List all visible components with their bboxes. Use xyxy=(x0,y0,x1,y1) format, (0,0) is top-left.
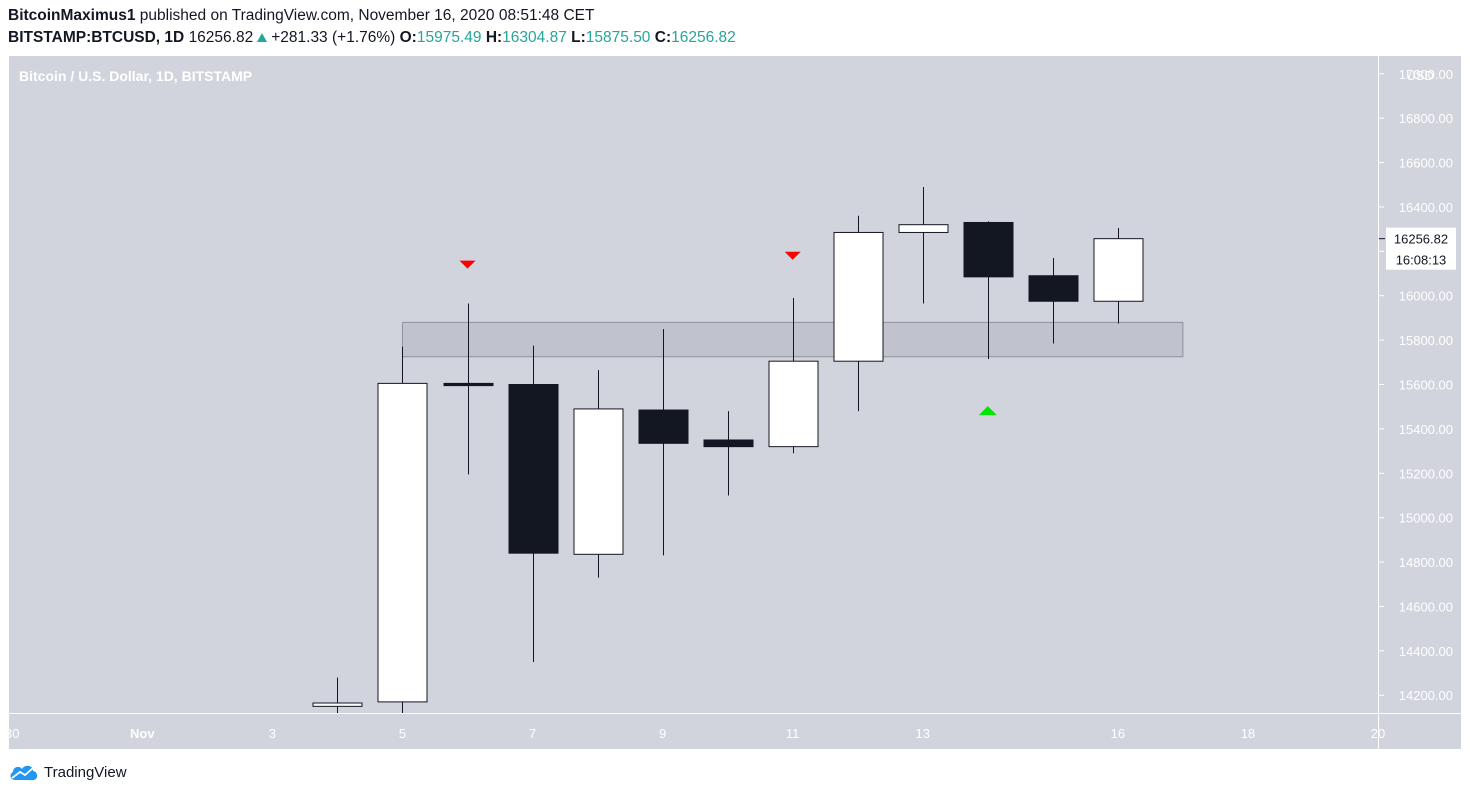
candle[interactable] xyxy=(573,370,624,578)
open-label: O: xyxy=(399,29,417,46)
support-resistance-zone[interactable] xyxy=(401,321,1184,358)
arrow-up-icon xyxy=(257,32,268,42)
candle-body xyxy=(963,221,1014,278)
sell-signal-marker[interactable] xyxy=(459,260,476,269)
x-tick-label: 18 xyxy=(1241,726,1255,741)
tradingview-cloud-icon xyxy=(10,765,38,780)
chart-title: Bitcoin / U.S. Dollar, 1D, BITSTAMP xyxy=(19,68,252,84)
plot-area[interactable] xyxy=(9,56,1378,713)
price-axis[interactable] xyxy=(1379,56,1461,713)
y-tick-label: 16600.00 xyxy=(1399,156,1453,171)
y-tick-label: 15800.00 xyxy=(1399,333,1453,348)
candle[interactable] xyxy=(898,186,949,304)
close-label: C: xyxy=(654,29,672,46)
tradingview-footer[interactable]: TradingView xyxy=(8,762,127,782)
candle-body xyxy=(312,702,363,707)
last-price: 16256.82 xyxy=(188,29,254,46)
last-price-label: 16256.82 xyxy=(1394,232,1448,247)
y-tick-label: 14400.00 xyxy=(1399,644,1453,659)
last-price-box xyxy=(1386,227,1456,270)
x-tick-label: Nov xyxy=(130,726,155,741)
candle-body xyxy=(768,360,819,448)
low-label: L: xyxy=(571,29,586,46)
time-axis[interactable] xyxy=(9,714,1378,749)
candle-body xyxy=(377,382,428,703)
candle-body xyxy=(703,439,754,448)
countdown-label: 16:08:13 xyxy=(1396,253,1447,268)
y-tick-label: 15000.00 xyxy=(1399,511,1453,526)
high-value: 16304.87 xyxy=(502,29,567,46)
x-tick-label: 16 xyxy=(1111,726,1125,741)
x-tick-label: 13 xyxy=(916,726,930,741)
close-value: 16256.82 xyxy=(671,29,736,46)
candle[interactable] xyxy=(508,345,559,662)
candle[interactable] xyxy=(1028,257,1079,344)
low-value: 15875.50 xyxy=(585,29,651,46)
published-text: published on TradingView.com, November 1… xyxy=(139,7,595,24)
y-tick-label: 14600.00 xyxy=(1399,599,1453,614)
ohlc-legend: BITSTAMP:BTCUSD, 1D 16256.82 +281.33 (+1.… xyxy=(8,29,736,47)
high-label: H: xyxy=(485,29,503,46)
candle[interactable] xyxy=(1093,228,1144,324)
candle[interactable] xyxy=(833,215,884,412)
candle-body xyxy=(898,224,949,233)
symbol-label: BITSTAMP:BTCUSD, 1D xyxy=(8,29,185,46)
x-tick-label: 11 xyxy=(786,726,800,741)
y-tick-label: 15200.00 xyxy=(1399,466,1453,481)
y-tick-label: 16800.00 xyxy=(1399,111,1453,126)
candle[interactable] xyxy=(703,411,754,496)
price-change: +281.33 (+1.76%) xyxy=(271,29,396,46)
x-tick-label: 20 xyxy=(1371,726,1385,741)
buy-signal-marker[interactable] xyxy=(978,406,997,416)
publish-info: BitcoinMaximus1 published on TradingView… xyxy=(8,7,594,25)
open-value: 15975.49 xyxy=(416,29,482,46)
x-tick-label: 7 xyxy=(529,726,536,741)
candle-body xyxy=(508,384,559,554)
y-tick-label: 14200.00 xyxy=(1399,688,1453,703)
candle-body xyxy=(1028,275,1079,302)
candle[interactable] xyxy=(638,329,689,556)
candle[interactable] xyxy=(312,677,363,713)
y-tick-label: 17000.00 xyxy=(1399,67,1453,82)
x-tick-label: 30 xyxy=(5,726,19,741)
candle-body xyxy=(443,382,494,387)
candle-body xyxy=(638,409,689,444)
candle-body xyxy=(1093,238,1144,302)
axis-corner xyxy=(1379,714,1461,749)
candle[interactable] xyxy=(377,346,428,713)
candle-body xyxy=(833,231,884,362)
candle[interactable] xyxy=(963,221,1014,359)
footer-brand-text: TradingView xyxy=(44,763,127,781)
y-tick-label: 15600.00 xyxy=(1399,378,1453,393)
currency-label: USD xyxy=(1406,68,1433,83)
y-tick-label: 16000.00 xyxy=(1399,289,1453,304)
sell-signal-marker[interactable] xyxy=(784,251,801,260)
y-tick-label: 15400.00 xyxy=(1399,422,1453,437)
x-tick-label: 3 xyxy=(269,726,276,741)
candle[interactable] xyxy=(768,297,819,454)
candle[interactable] xyxy=(443,303,494,475)
x-tick-label: 9 xyxy=(659,726,666,741)
x-tick-label: 5 xyxy=(399,726,406,741)
y-tick-label: 16400.00 xyxy=(1399,200,1453,215)
y-tick-label: 14800.00 xyxy=(1399,555,1453,570)
candle-body xyxy=(573,408,624,555)
author-name[interactable]: BitcoinMaximus1 xyxy=(8,7,136,24)
